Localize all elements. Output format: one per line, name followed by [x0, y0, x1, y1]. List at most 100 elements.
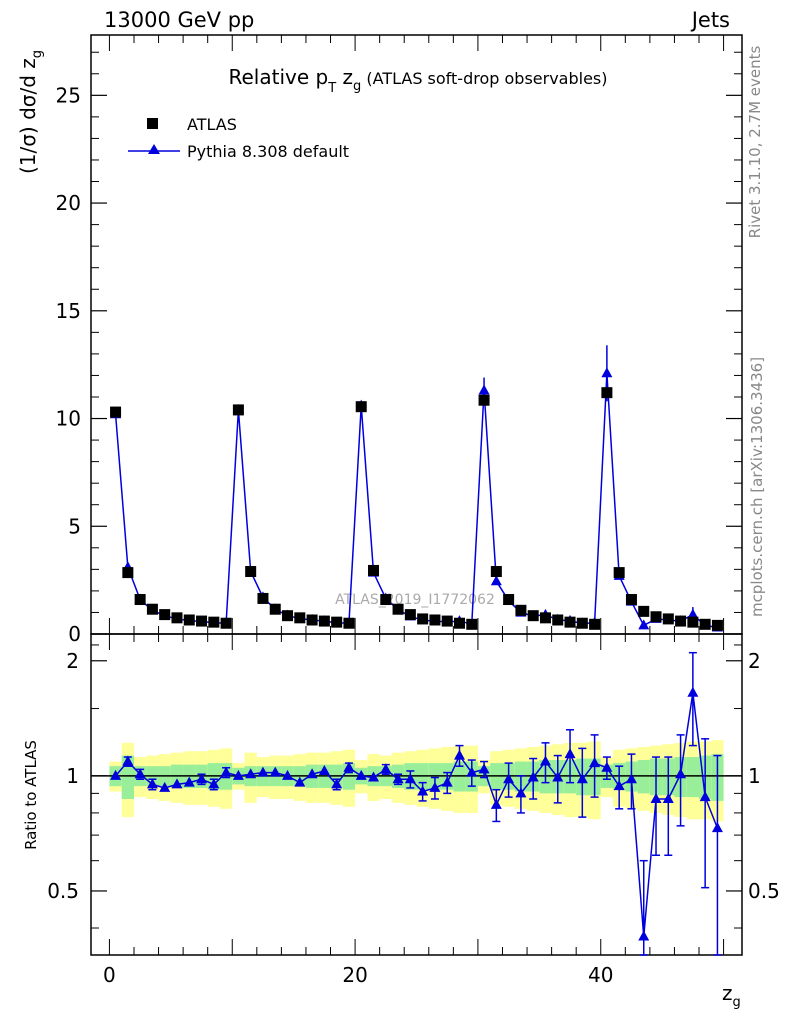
ratio-point	[122, 755, 134, 766]
legend-pythia-marker	[148, 144, 160, 154]
ratio-point	[196, 773, 208, 784]
ratio-point	[110, 769, 122, 780]
atlas-point	[478, 394, 490, 406]
y-axis-label-ratio: Ratio to ATLAS	[22, 740, 40, 850]
atlas-point	[306, 614, 318, 626]
ratio-point	[331, 778, 343, 789]
ratio-point	[306, 768, 318, 779]
atlas-point	[576, 617, 588, 629]
ratio-point	[613, 780, 625, 791]
atlas-point	[503, 594, 515, 606]
y-tick-label: 15	[56, 299, 81, 323]
ratio-point	[564, 748, 576, 759]
ratio-point	[699, 791, 711, 802]
atlas-point	[638, 605, 650, 617]
atlas-point	[613, 567, 625, 579]
atlas-point	[134, 594, 146, 606]
atlas-point	[527, 610, 539, 622]
ratio-point	[257, 766, 269, 777]
atlas-point	[282, 610, 294, 622]
ratio-point	[711, 822, 723, 833]
ratio-point	[355, 769, 367, 780]
atlas-point	[343, 617, 355, 629]
atlas-point	[711, 619, 723, 631]
ratio-y-tick-label-right: 2	[748, 649, 761, 673]
atlas-point	[625, 594, 637, 606]
ratio-point	[134, 768, 146, 779]
ratio-series	[110, 651, 723, 956]
atlas-point	[453, 617, 465, 629]
atlas-point	[589, 618, 601, 630]
atlas-point	[220, 617, 232, 629]
y-tick-label: 20	[56, 191, 81, 215]
ratio-point	[404, 773, 416, 784]
band-inner	[637, 760, 650, 794]
atlas-point	[159, 609, 171, 621]
ratio-point	[687, 686, 699, 697]
atlas-point	[245, 566, 257, 578]
ratio-point	[515, 787, 527, 798]
y-tick-label: 10	[56, 407, 81, 431]
ratio-point	[245, 768, 257, 779]
atlas-point	[552, 614, 564, 626]
y-tick-label: 5	[68, 514, 81, 538]
atlas-point	[404, 609, 416, 621]
process-label: Jets	[691, 8, 730, 32]
ratio-point	[453, 749, 465, 760]
ratio-y-tick-label: 1	[66, 764, 79, 788]
ratio-point	[539, 755, 551, 766]
atlas-point	[368, 564, 380, 576]
atlas-point	[208, 616, 220, 628]
atlas-point	[662, 613, 674, 625]
atlas-point	[650, 611, 662, 623]
atlas-point	[564, 616, 576, 628]
ratio-point	[441, 776, 453, 787]
ratio-point	[576, 773, 588, 784]
x-tick-label: 20	[342, 963, 367, 987]
title-main: Relative p	[228, 65, 328, 89]
atlas-point	[146, 603, 158, 615]
ratio-point	[638, 930, 650, 941]
pythia-series	[110, 345, 723, 632]
atlas-point	[515, 604, 527, 616]
atlas-point	[122, 567, 134, 579]
pythia-line	[114, 373, 718, 629]
x-tick-label: 40	[588, 963, 613, 987]
atlas-point	[429, 614, 441, 626]
atlas-point	[392, 603, 404, 615]
ratio-point	[503, 773, 515, 784]
ratio-point	[220, 766, 232, 777]
ratio-y-tick-label-right: 1	[748, 764, 761, 788]
ratio-y-tick-label: 2	[66, 649, 79, 673]
atlas-point	[490, 566, 502, 578]
x-tick-label: 0	[103, 963, 116, 987]
ratio-y-tick-label-right: 0.5	[748, 879, 780, 903]
atlas-point	[417, 613, 429, 625]
pythia-point	[687, 608, 699, 619]
atlas-point	[355, 401, 367, 413]
atlas-point	[232, 404, 244, 416]
ratio-point	[269, 766, 281, 777]
atlas-point	[294, 612, 306, 624]
ratio-point	[662, 792, 674, 803]
ratio-point	[466, 766, 478, 777]
band-inner	[686, 757, 700, 798]
title-subscript-t: T	[327, 81, 336, 96]
atlas-point	[539, 612, 551, 624]
pythia-point	[638, 619, 650, 630]
legend-pythia-label: Pythia 8.308 default	[187, 142, 349, 161]
ratio-point	[625, 773, 637, 784]
title-z: z	[336, 65, 353, 89]
legend-atlas-marker	[147, 118, 158, 129]
ratio-point	[429, 781, 441, 792]
ratio-point	[417, 785, 429, 796]
energy-label: 13000 GeV pp	[104, 8, 255, 32]
analysis-watermark: ATLAS_2019_I1772062	[335, 592, 495, 608]
legend: ATLAS Pythia 8.308 default	[128, 115, 349, 161]
ratio-point	[318, 764, 330, 775]
ratio-point	[282, 769, 294, 780]
ratio-point	[650, 792, 662, 803]
title-subscript-g: g	[353, 79, 361, 94]
